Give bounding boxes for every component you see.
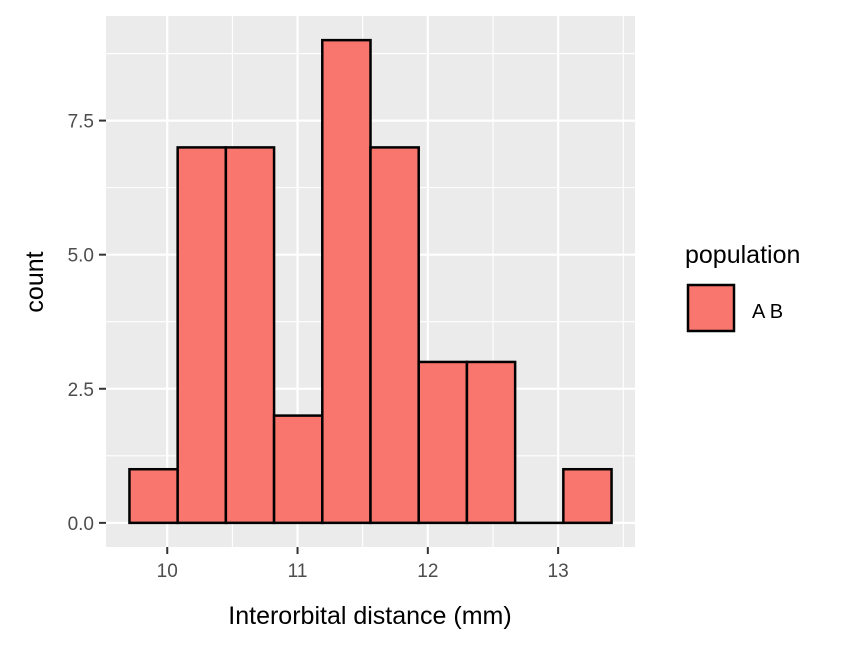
y-tick-label: 2.5 (68, 380, 94, 401)
histogram-bar (417, 360, 469, 525)
y-tick-label: 7.5 (68, 112, 94, 133)
legend-title: population (685, 241, 800, 269)
histogram-bar (176, 146, 228, 525)
legend: population A B (685, 241, 800, 333)
y-tick-label: 5.0 (68, 246, 94, 267)
legend-key-swatch (686, 283, 736, 333)
histogram-bar (369, 146, 420, 525)
x-tick-label: 10 (157, 561, 178, 582)
histogram-bar (562, 467, 613, 525)
histogram-bar (224, 146, 276, 525)
y-axis: 0.0 2.5 5.0 7.5 (68, 112, 106, 535)
y-axis-title: count (21, 251, 49, 312)
x-axis: 10 11 12 13 (157, 547, 569, 582)
x-tick-label: 11 (288, 561, 308, 582)
x-axis-title: Interorbital distance (mm) (228, 602, 511, 630)
histogram-bar (465, 360, 517, 525)
histogram-bar (272, 414, 324, 525)
legend-label: A B (752, 301, 783, 323)
x-tick-label: 13 (548, 561, 569, 582)
x-tick-label: 12 (417, 561, 438, 582)
y-tick-label: 0.0 (68, 514, 94, 535)
histogram-bars (128, 38, 613, 525)
histogram-bar (128, 467, 179, 525)
histogram-bar (321, 38, 372, 525)
